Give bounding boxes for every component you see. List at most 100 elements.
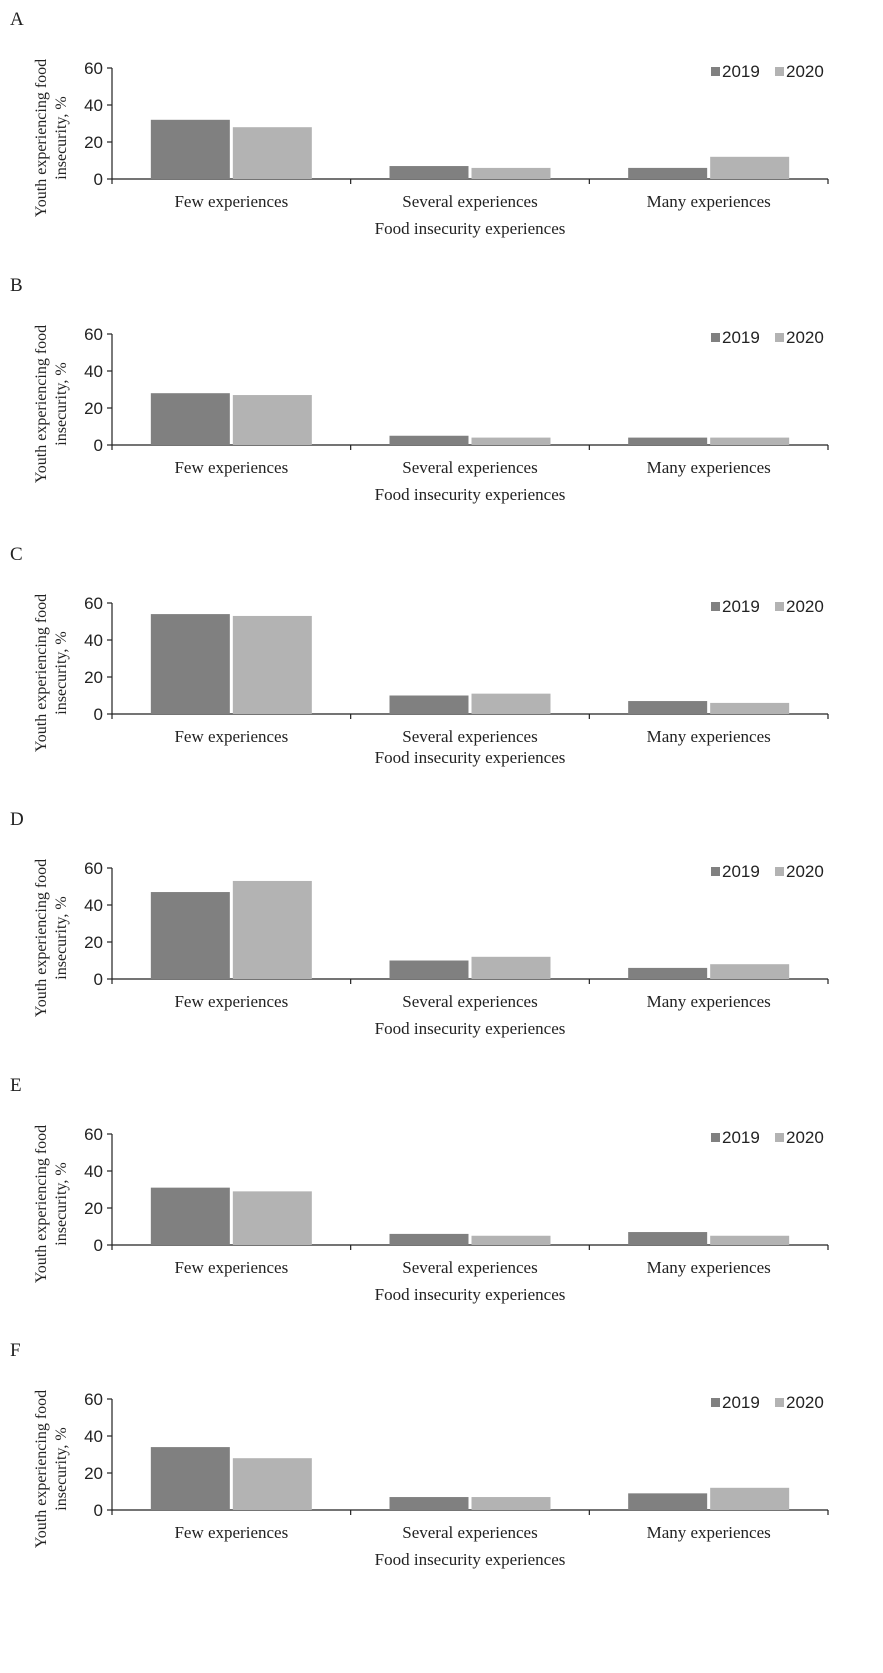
panel-label: B: [10, 275, 23, 296]
chart-panel-a: A 60 40 20 0 Few experiences Several experienc…: [10, 9, 829, 238]
bar-2020-several-experiences: [471, 1497, 551, 1510]
legend-swatch-2019: [711, 333, 720, 342]
legend-swatch-2020: [775, 67, 784, 76]
bar-2020-several-experiences: [471, 693, 551, 714]
y-axis-label-line: Youth experiencing food: [33, 59, 50, 217]
y-tick-label: 40: [84, 1162, 103, 1181]
y-axis-label-line: Youth experiencing food: [33, 1125, 50, 1283]
y-axis-label-line: insecurity, %: [53, 896, 70, 979]
bar-2020-few-experiences: [232, 127, 312, 179]
legend-label-2020: 2020: [786, 328, 824, 347]
y-axis-label-line: insecurity, %: [53, 1427, 70, 1510]
legend-swatch-2020: [775, 1398, 784, 1407]
bar-2020-many-experiences: [710, 1487, 790, 1510]
bar-2019-few-experiences: [150, 393, 230, 445]
y-tick-label: 60: [84, 325, 103, 344]
panel-label: E: [10, 1075, 22, 1096]
panel-label: C: [10, 544, 23, 565]
bar-2020-many-experiences: [710, 1235, 790, 1245]
legend-swatch-2020: [775, 1133, 784, 1142]
panel-label: A: [10, 9, 24, 30]
panel-label: F: [10, 1340, 21, 1361]
y-axis-label-line: insecurity, %: [53, 362, 70, 445]
bar-2019-several-experiences: [389, 1233, 469, 1245]
bar-2019-many-experiences: [628, 1232, 708, 1245]
x-tick-label: Many experiences: [647, 727, 771, 746]
legend-swatch-2019: [711, 602, 720, 611]
y-tick-label: 40: [84, 362, 103, 381]
bar-2019-many-experiences: [628, 437, 708, 445]
bar-2020-many-experiences: [710, 964, 790, 979]
y-axis-label-line: Youth experiencing food: [33, 325, 50, 483]
bar-2020-few-experiences: [232, 1458, 312, 1510]
bar-2019-few-experiences: [150, 614, 230, 714]
y-tick-label: 40: [84, 96, 103, 115]
legend-label-2019: 2019: [722, 1393, 760, 1412]
bar-2020-few-experiences: [232, 880, 312, 979]
bar-2020-few-experiences: [232, 395, 312, 445]
legend-label-2020: 2020: [786, 597, 824, 616]
x-tick-label: Several experiences: [402, 1523, 537, 1542]
bar-2019-few-experiences: [150, 892, 230, 979]
bar-2020-few-experiences: [232, 615, 312, 714]
x-axis-label: Food insecurity experiences: [375, 1550, 566, 1569]
x-tick-label: Few experiences: [174, 727, 288, 746]
bar-2019-several-experiences: [389, 1497, 469, 1510]
chart-panel-b: B 60 40 20 0 Few experiences Several experienc…: [10, 275, 829, 504]
x-tick-label: Several experiences: [402, 992, 537, 1011]
legend-label-2019: 2019: [722, 62, 760, 81]
y-tick-label: 60: [84, 1390, 103, 1409]
x-tick-label: Many experiences: [647, 992, 771, 1011]
bar-2019-several-experiences: [389, 960, 469, 979]
chart-panel-e: E 60 40 20 0 Few experiences Several experienc…: [10, 1075, 829, 1304]
x-axis-label: Food insecurity experiences: [375, 748, 566, 767]
x-tick-label: Many experiences: [647, 1258, 771, 1277]
y-axis-label-line: Youth experiencing food: [33, 1390, 50, 1548]
legend-swatch-2019: [711, 1398, 720, 1407]
legend-label-2020: 2020: [786, 1128, 824, 1147]
y-axis-label: Youth experiencing food insecurity, %: [33, 1125, 70, 1283]
x-tick-label: Several experiences: [402, 458, 537, 477]
bar-2019-few-experiences: [150, 1447, 230, 1510]
legend-swatch-2019: [711, 867, 720, 876]
x-tick-label: Several experiences: [402, 727, 537, 746]
y-tick-label: 0: [94, 970, 103, 989]
y-tick-label: 60: [84, 59, 103, 78]
chart-panel-c: C 60 40 20 0 Few experiences Several experienc…: [10, 544, 829, 767]
bar-2020-several-experiences: [471, 167, 551, 179]
y-axis-label-line: Youth experiencing food: [33, 594, 50, 752]
y-tick-label: 0: [94, 170, 103, 189]
x-tick-label: Many experiences: [647, 192, 771, 211]
legend-swatch-2020: [775, 602, 784, 611]
bar-2019-few-experiences: [150, 1187, 230, 1245]
bar-2019-few-experiences: [150, 119, 230, 179]
legend-label-2019: 2019: [722, 862, 760, 881]
bar-2019-several-experiences: [389, 435, 469, 445]
y-tick-label: 40: [84, 631, 103, 650]
y-tick-label: 40: [84, 896, 103, 915]
y-tick-label: 20: [84, 1199, 103, 1218]
legend-label-2020: 2020: [786, 1393, 824, 1412]
x-tick-label: Few experiences: [174, 992, 288, 1011]
y-axis-label: Youth experiencing food insecurity, %: [33, 59, 70, 217]
y-axis-label: Youth experiencing food insecurity, %: [33, 1390, 70, 1548]
y-tick-label: 60: [84, 1125, 103, 1144]
y-tick-label: 20: [84, 668, 103, 687]
y-axis-label-line: insecurity, %: [53, 631, 70, 714]
legend-swatch-2019: [711, 67, 720, 76]
y-tick-label: 40: [84, 1427, 103, 1446]
bar-2020-many-experiences: [710, 702, 790, 714]
bar-2020-many-experiences: [710, 437, 790, 445]
x-axis-label: Food insecurity experiences: [375, 485, 566, 504]
legend-label-2019: 2019: [722, 328, 760, 347]
y-tick-label: 0: [94, 705, 103, 724]
legend-label-2019: 2019: [722, 597, 760, 616]
y-tick-label: 0: [94, 436, 103, 455]
x-axis-label: Food insecurity experiences: [375, 219, 566, 238]
legend-label-2020: 2020: [786, 62, 824, 81]
bar-2020-few-experiences: [232, 1191, 312, 1245]
y-axis-label: Youth experiencing food insecurity, %: [33, 594, 70, 752]
y-tick-label: 0: [94, 1236, 103, 1255]
legend-swatch-2020: [775, 867, 784, 876]
